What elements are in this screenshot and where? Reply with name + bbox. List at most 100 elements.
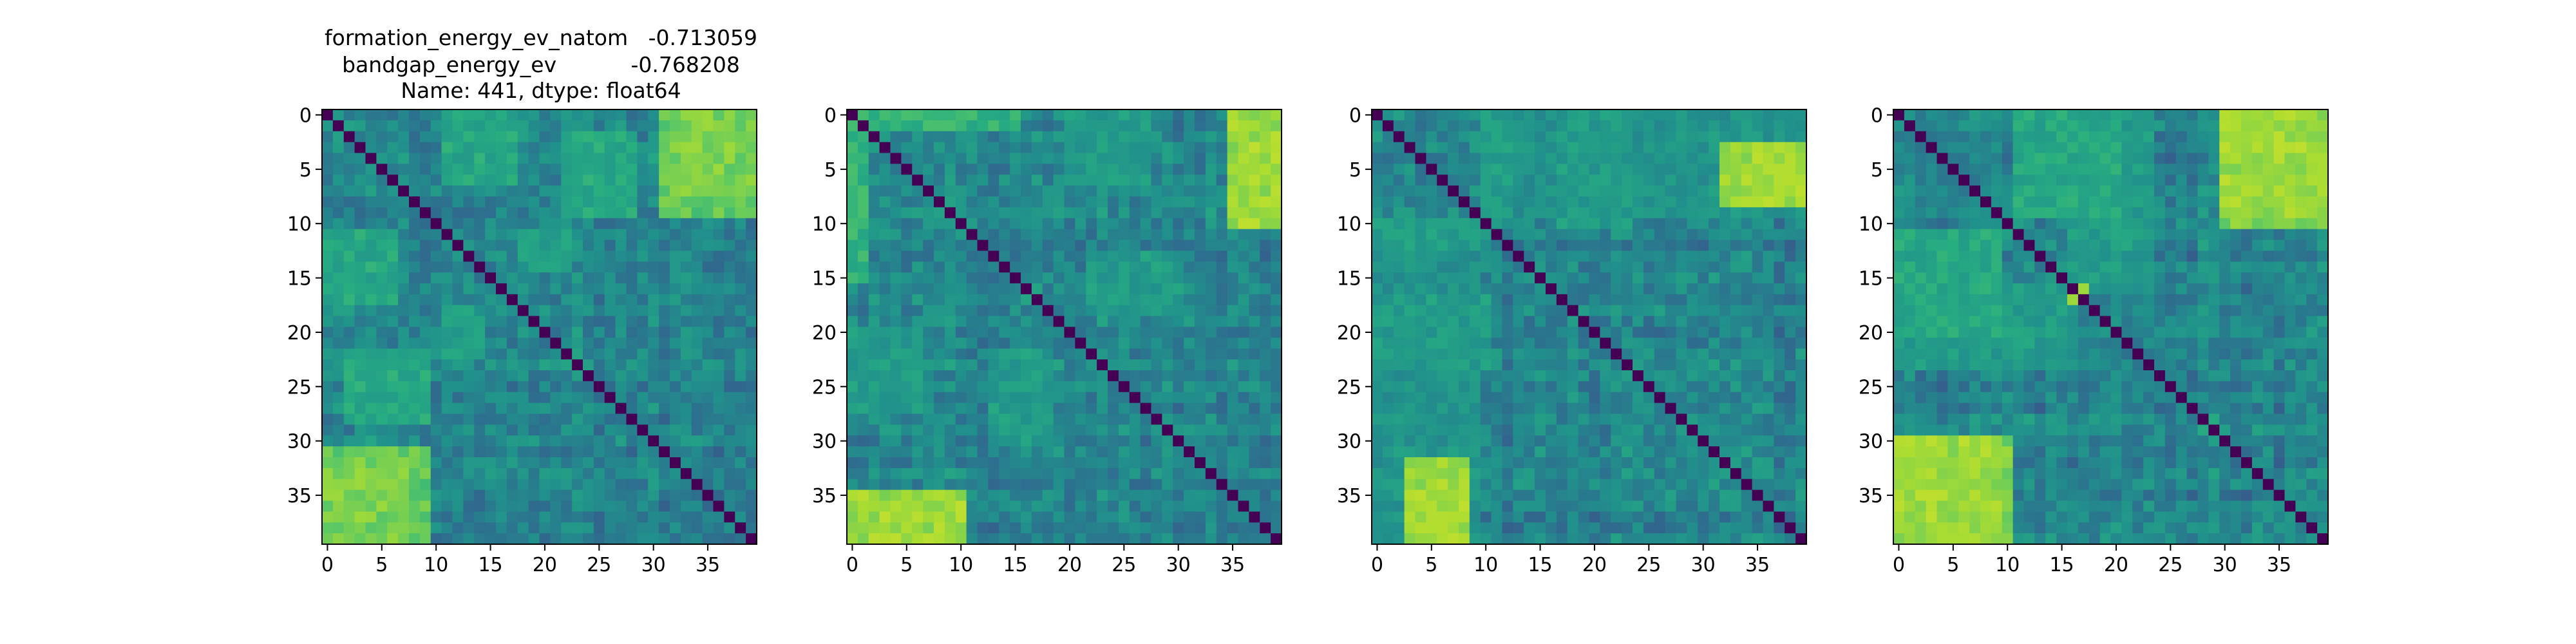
heatmap-cell [1709,261,1720,273]
heatmap-cell [626,240,638,251]
heatmap-cell [506,468,518,480]
heatmap-cell [1249,218,1260,230]
heatmap-cell [1173,120,1184,132]
heatmap-cell [1415,305,1426,317]
heatmap-cell [626,305,638,317]
heatmap-cell [1042,229,1054,241]
heatmap-cell [1622,478,1633,491]
heatmap-cell [857,142,869,154]
heatmap-cell [977,153,989,164]
heatmap-cell [1459,283,1470,295]
heatmap-cell [1556,120,1568,132]
y-tick-label: 30 [1337,431,1361,453]
heatmap-cell [1108,131,1119,143]
heatmap-cell [1382,142,1394,154]
heatmap-cell [1227,207,1239,219]
heatmap-cell [1600,337,1611,349]
heatmap-cell [1448,424,1459,436]
heatmap-cell [1578,305,1590,317]
heatmap-cell [1448,413,1459,425]
heatmap-cell [474,337,486,349]
heatmap-cell [912,251,923,262]
heatmap-cell [868,457,880,469]
heatmap-cell [1556,316,1568,328]
heatmap-cell [583,468,594,480]
heatmap-cell [550,305,562,317]
heatmap-cell [1730,207,1742,219]
heatmap-cell [441,424,453,436]
heatmap-cell [1524,392,1535,404]
heatmap-cell [1709,153,1720,164]
heatmap-cell [1567,392,1579,404]
heatmap-cell [409,402,421,415]
heatmap-cell [1785,164,1796,175]
heatmap-cell [868,153,880,164]
heatmap-cell [1426,185,1437,197]
heatmap-cell [1709,196,1720,208]
heatmap-cell [398,359,410,371]
heatmap-cell [1633,348,1644,360]
heatmap-cell [1097,196,1108,208]
heatmap-cell [1741,164,1753,175]
heatmap-cell [944,457,956,469]
heatmap-cell [1031,381,1043,393]
heatmap-cell [1469,359,1481,371]
heatmap-cell [1709,272,1720,284]
heatmap-cell [1097,164,1108,175]
heatmap-cell [1108,261,1119,273]
heatmap-cell [1260,316,1271,328]
heatmap-cell [1502,120,1513,132]
heatmap-cell [1578,522,1590,534]
heatmap-cell [1249,359,1260,371]
heatmap-cell [1774,283,1785,295]
heatmap-cell [637,511,649,523]
heatmap-cell [879,175,891,186]
y-tick-label: 25 [1337,376,1361,399]
heatmap-cell [1611,229,1622,241]
heatmap-cell [1021,424,1032,436]
heatmap-cell [322,511,334,523]
heatmap-cell [1173,272,1184,284]
heatmap-cell [1524,402,1535,415]
heatmap-cell [944,218,956,230]
heatmap-cell [1426,327,1437,338]
heatmap-cell [1556,424,1568,436]
heatmap-cell [1448,359,1459,371]
heatmap-cell [474,478,486,491]
heatmap-cell [1643,240,1655,251]
heatmap-cell [354,240,366,251]
heatmap-cell [977,316,989,328]
heatmap-cell [1053,294,1065,306]
axes-frame [846,109,1282,545]
heatmap-cell [561,131,573,143]
heatmap-cell [441,164,453,175]
heatmap-cell [496,185,507,197]
heatmap-cell [1260,392,1271,404]
heatmap-cell [680,327,692,338]
heatmap-cell [1752,511,1764,523]
heatmap-cell [1643,229,1655,241]
heatmap-cell [868,370,880,382]
heatmap-cell [1426,229,1437,241]
heatmap-cell [572,142,583,154]
heatmap-cell [409,468,421,480]
heatmap-cell [1480,109,1492,121]
heatmap-cell [1021,207,1032,219]
heatmap-cell [999,359,1010,371]
heatmap-cell [1205,392,1217,404]
heatmap-cell [561,478,573,491]
heatmap-cell [944,207,956,219]
heatmap-cell [1665,142,1677,154]
heatmap-cell [1184,153,1195,164]
heatmap-cell [1129,294,1141,306]
heatmap-cell [1129,207,1141,219]
heatmap-cell [1752,413,1764,425]
heatmap-cell [955,131,967,143]
heatmap-cell [539,109,551,121]
heatmap-cell [648,283,659,295]
heatmap-cell [365,316,377,328]
heatmap-cell [724,196,735,208]
heatmap-cell [1184,468,1195,480]
heatmap-cell [1173,164,1184,175]
heatmap-cell [419,316,431,328]
